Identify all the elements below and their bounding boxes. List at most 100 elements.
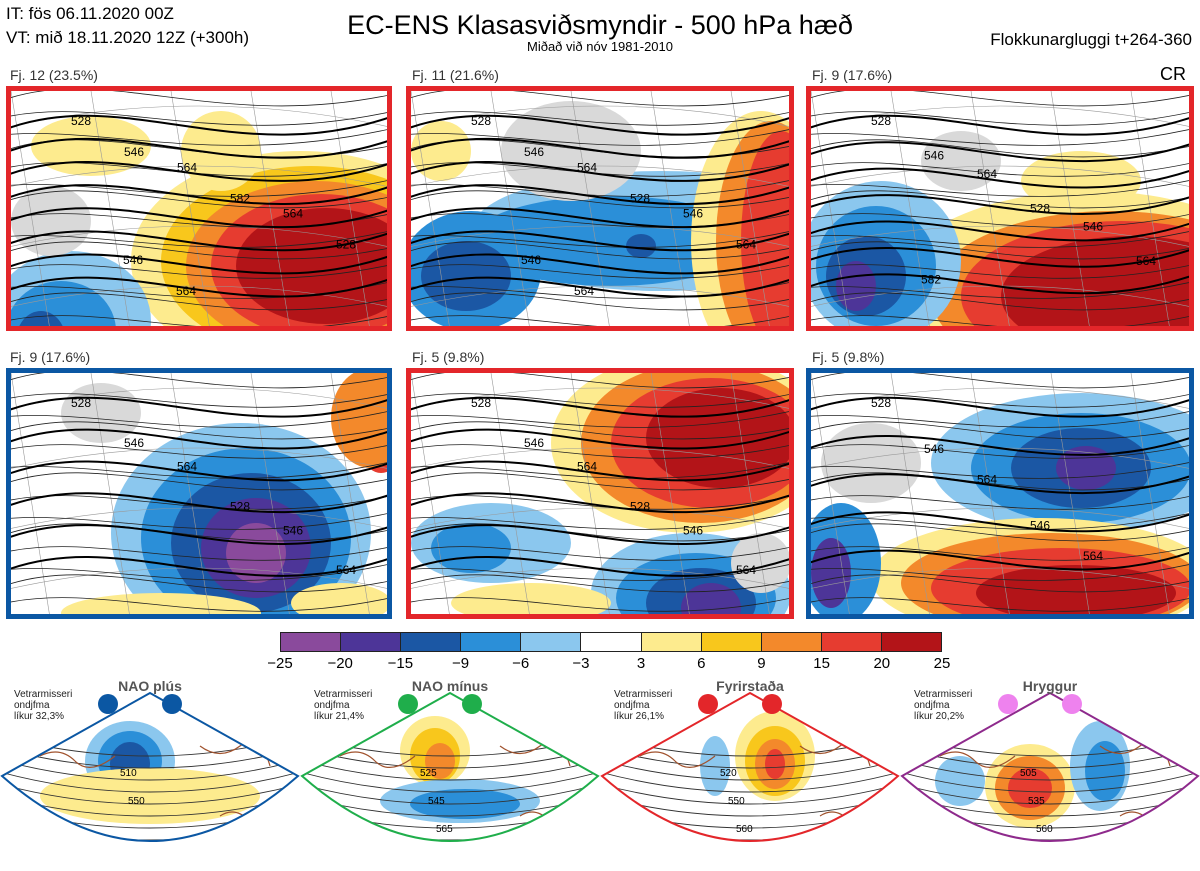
anomaly-shading xyxy=(731,533,789,593)
height-contour xyxy=(811,546,1189,561)
regime-probability-note: Vetrarmisseri ondjfma líkur 21,4% xyxy=(314,689,372,722)
contour-label: 564 xyxy=(577,460,597,474)
latitude-line xyxy=(411,447,789,469)
anomaly-shading xyxy=(11,186,91,256)
anomaly-shading xyxy=(226,523,286,583)
height-contour xyxy=(11,264,387,279)
bold-height-contour xyxy=(811,511,1189,533)
height-contour xyxy=(11,597,387,612)
anomaly-shading xyxy=(1001,236,1189,326)
bold-height-contour xyxy=(11,137,387,159)
regime-blocking: 520 550 560 Fyrirstaða Vetrarmisseri ondjfma l… xyxy=(600,676,900,871)
latitude-line xyxy=(11,285,387,307)
initial-time: IT: fös 06.11.2020 00Z xyxy=(6,4,174,23)
anomaly-shading xyxy=(451,583,611,614)
height-contour xyxy=(411,129,789,146)
colorbar-swatch xyxy=(521,633,582,651)
contour-label: 564 xyxy=(177,160,197,174)
regime-probability-note: Vetrarmisseri ondjfma líkur 26,1% xyxy=(614,689,672,722)
contour-label: 564 xyxy=(736,238,756,252)
anomaly-shading xyxy=(236,208,387,324)
bold-height-contour xyxy=(11,114,387,136)
height-contour xyxy=(811,597,1189,612)
height-contour xyxy=(411,462,789,479)
regime-marker-dot xyxy=(398,694,418,714)
latitude-line xyxy=(11,165,387,187)
contour-label: 545 xyxy=(428,796,445,807)
bold-height-contour xyxy=(811,396,1189,418)
colorbar-tick-label: 6 xyxy=(697,655,706,672)
height-contour xyxy=(811,213,1189,228)
height-contour xyxy=(811,231,1189,248)
height-contour xyxy=(902,747,1198,769)
height-contour xyxy=(411,472,789,491)
height-contour xyxy=(411,373,789,389)
longitude-line xyxy=(730,91,770,326)
anomaly-shading xyxy=(501,101,641,201)
bold-height-contour xyxy=(811,141,1189,163)
bold-height-contour xyxy=(11,524,387,545)
height-contour xyxy=(11,462,387,479)
bold-height-contour xyxy=(811,246,1189,268)
longitude-line xyxy=(11,373,50,614)
panel-4-label: Fj. 9 (17.6%) xyxy=(10,349,91,365)
longitude-line xyxy=(490,91,530,326)
longitude-line xyxy=(970,373,1010,614)
note-line: ondjfma xyxy=(914,700,950,711)
height-contour xyxy=(302,759,598,781)
height-contour xyxy=(11,411,387,428)
bold-height-contour xyxy=(811,114,1189,136)
anomaly-shading xyxy=(331,373,387,468)
note-line: Vetrarmisseri xyxy=(14,689,73,700)
anomaly-shading xyxy=(765,749,785,779)
contour-label: 546 xyxy=(1030,519,1050,533)
climatology-subtitle: Miðað við nóv 1981-2010 xyxy=(527,39,673,54)
bold-height-contour xyxy=(811,434,1189,456)
height-contour xyxy=(411,564,789,581)
regime-nao-plus: 510 550 NAO plús Vetrarmisseri ondjfma líkur … xyxy=(0,676,300,871)
regime-probability-note: Vetrarmisseri ondjfma líkur 32,3% xyxy=(14,689,72,722)
bold-height-contour xyxy=(811,473,1189,495)
height-contour xyxy=(411,190,789,209)
height-contour xyxy=(11,373,387,389)
height-contour xyxy=(302,783,598,805)
note-line: ondjfma xyxy=(14,700,50,711)
anomaly-shading xyxy=(181,111,261,191)
bold-height-contour xyxy=(411,428,789,450)
contour-label: 560 xyxy=(736,824,753,835)
longitude-line xyxy=(650,373,690,614)
bold-height-contour xyxy=(411,492,789,514)
contour-label: 528 xyxy=(630,500,650,514)
height-contour xyxy=(11,111,387,126)
latitude-line xyxy=(811,225,1189,247)
panel-6-label: Fj. 5 (9.8%) xyxy=(812,349,885,365)
height-contour xyxy=(411,241,789,260)
anomaly-shading xyxy=(471,196,751,286)
height-contour xyxy=(411,111,789,126)
height-contour xyxy=(600,844,900,864)
contour-label: 528 xyxy=(230,500,250,514)
anomaly-shading xyxy=(935,756,985,806)
height-contour xyxy=(2,783,298,805)
height-contour xyxy=(11,574,387,593)
contour-label: 546 xyxy=(924,442,944,456)
note-line: Vetrarmisseri xyxy=(614,689,673,700)
bold-height-contour xyxy=(411,276,789,298)
bold-height-contour xyxy=(11,460,387,482)
contour-label: 546 xyxy=(521,253,541,267)
height-contour xyxy=(811,513,1189,530)
panel-map-svg: 528 546 564 528 546 564 546 564 xyxy=(411,91,789,326)
regime-title: Fyrirstaða xyxy=(716,678,784,694)
anomaly-shading xyxy=(421,241,511,311)
bold-height-contour xyxy=(411,524,789,545)
contour-label: 550 xyxy=(128,796,145,807)
longitude-line xyxy=(411,373,450,614)
contour-label: 546 xyxy=(683,523,703,537)
longitude-line xyxy=(330,373,370,614)
bold-height-contour xyxy=(811,194,1189,215)
contour-label: 505 xyxy=(1020,768,1037,779)
colorbar-swatch xyxy=(401,633,462,651)
longitude-line xyxy=(811,373,850,614)
colorbar-swatch xyxy=(701,633,762,651)
height-contour xyxy=(302,771,598,793)
